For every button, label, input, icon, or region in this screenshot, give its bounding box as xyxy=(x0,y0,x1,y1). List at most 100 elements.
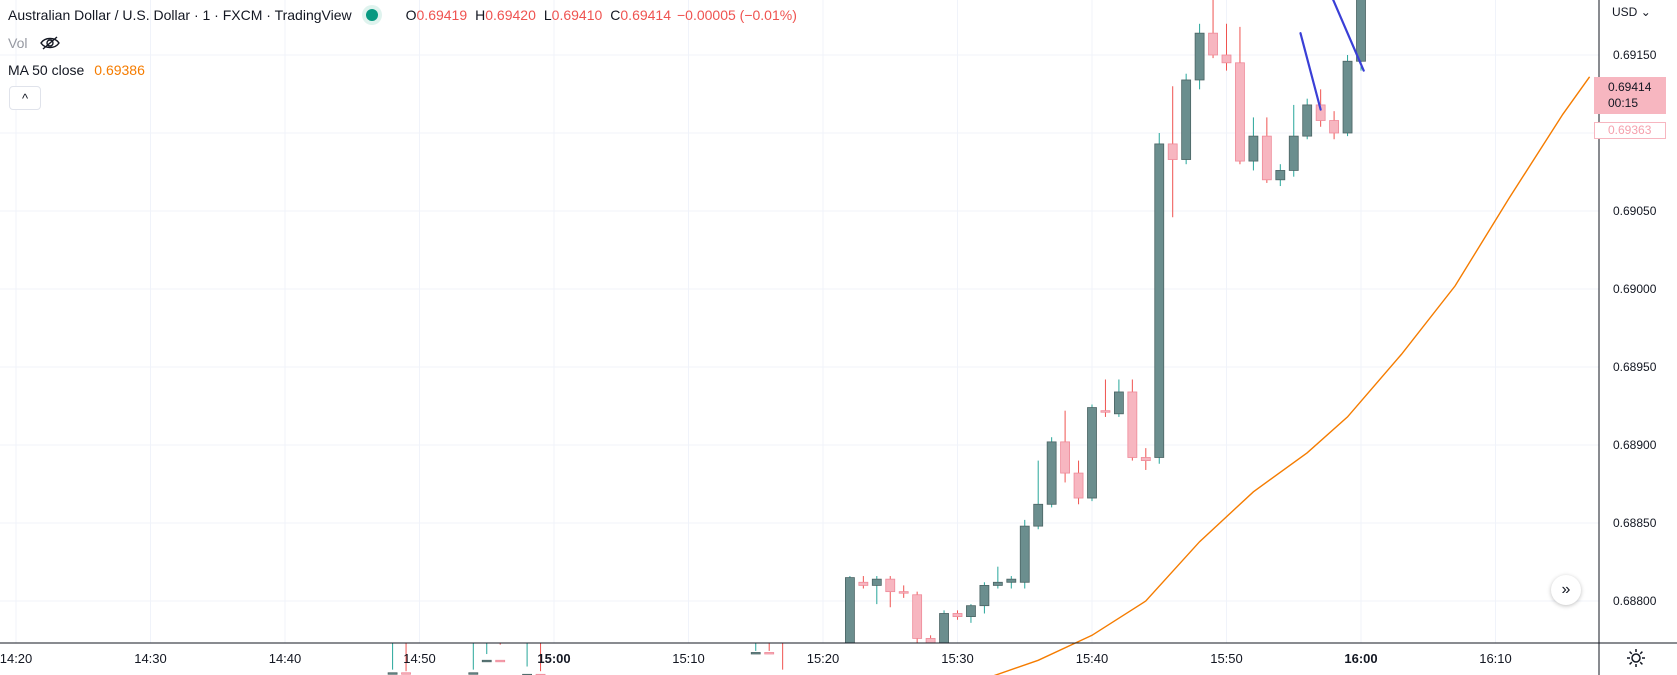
candle-body-up xyxy=(1181,79,1192,160)
trend-lines-layer[interactable] xyxy=(1299,0,1475,111)
trend-line[interactable] xyxy=(1299,32,1322,111)
candle[interactable] xyxy=(979,582,990,614)
candle[interactable] xyxy=(1275,164,1286,187)
candle-body-up xyxy=(979,585,990,607)
candle-body-up xyxy=(1302,104,1313,137)
candle-body-down xyxy=(1208,32,1218,56)
candle[interactable] xyxy=(966,604,976,623)
time-tick-label: 15:30 xyxy=(941,651,974,666)
time-tick-label: 16:00 xyxy=(1344,651,1377,666)
candle[interactable] xyxy=(952,610,963,620)
candle[interactable] xyxy=(885,576,896,608)
candle-body-up xyxy=(387,672,398,675)
candle[interactable] xyxy=(1235,26,1245,165)
time-axis[interactable]: 14:20 14:30 14:40 14:50 15:00 15:10 15:20 15:30… xyxy=(0,651,1512,666)
candle[interactable] xyxy=(764,643,775,655)
collapse-legend-button[interactable]: ^ xyxy=(9,86,41,110)
candle[interactable] xyxy=(1208,0,1218,59)
candle[interactable] xyxy=(495,643,506,663)
candle[interactable] xyxy=(1087,404,1097,502)
candle-body-up xyxy=(1248,135,1259,162)
candle[interactable] xyxy=(750,643,761,655)
market-status-icon xyxy=(365,9,378,21)
candle[interactable] xyxy=(1288,104,1299,177)
candle[interactable] xyxy=(845,576,855,644)
ma-50-line[interactable] xyxy=(984,76,1591,675)
symbol-legend: Australian Dollar / U.S. Dollar · 1 · FX… xyxy=(8,7,797,23)
candle[interactable] xyxy=(778,643,787,675)
candle[interactable] xyxy=(871,576,882,605)
candle[interactable] xyxy=(925,635,936,644)
high-label: H xyxy=(475,7,486,23)
candle[interactable] xyxy=(1194,23,1205,90)
low-value: 0.69410 xyxy=(551,7,603,23)
volume-legend: Vol xyxy=(8,35,61,51)
price-tick-label: 0.69150 xyxy=(1613,48,1657,62)
candle[interactable] xyxy=(1127,379,1138,461)
candle[interactable] xyxy=(1154,133,1165,464)
candle-body-up xyxy=(1046,441,1057,505)
currency-selector[interactable]: USD ⌄ xyxy=(1612,5,1651,19)
candle-body-down xyxy=(885,578,896,593)
candle[interactable] xyxy=(939,610,949,644)
candle[interactable] xyxy=(1073,460,1084,505)
candle[interactable] xyxy=(858,576,869,589)
candle[interactable] xyxy=(1006,576,1017,589)
candle[interactable] xyxy=(1261,117,1272,183)
time-tick-label: 14:20 xyxy=(0,651,32,666)
candle-body-up xyxy=(1114,391,1124,415)
candle-body-up xyxy=(1275,170,1286,181)
candle[interactable] xyxy=(898,585,909,598)
candle[interactable] xyxy=(387,643,398,675)
volume-label[interactable]: Vol xyxy=(8,35,28,51)
candle[interactable] xyxy=(1033,460,1044,530)
candle-body-up xyxy=(1194,32,1205,81)
candle[interactable] xyxy=(1114,379,1124,417)
candle[interactable] xyxy=(1302,98,1313,140)
last-price-badge: 0.69414 00:15 xyxy=(1594,77,1666,114)
candle[interactable] xyxy=(1181,73,1192,165)
candle[interactable] xyxy=(1356,0,1366,71)
chart-grid xyxy=(0,0,1599,643)
time-tick-label: 15:10 xyxy=(672,651,705,666)
symbol-title[interactable]: Australian Dollar / U.S. Dollar · 1 · FX… xyxy=(8,7,352,23)
eye-off-icon[interactable] xyxy=(39,35,61,51)
candle[interactable] xyxy=(1167,86,1178,218)
candle[interactable] xyxy=(912,591,923,643)
candle[interactable] xyxy=(401,643,411,675)
candle-body-down xyxy=(912,594,923,639)
trend-line[interactable] xyxy=(1331,0,1365,72)
candle[interactable] xyxy=(468,643,479,675)
candle[interactable] xyxy=(1100,379,1111,417)
open-value: 0.69419 xyxy=(416,7,468,23)
candle[interactable] xyxy=(522,643,532,675)
candle-body-down xyxy=(952,613,963,617)
candle[interactable] xyxy=(1248,117,1259,171)
candle-body-up xyxy=(1356,0,1366,62)
candle[interactable] xyxy=(1019,519,1030,589)
candle-body-down xyxy=(401,672,411,675)
candle[interactable] xyxy=(481,643,492,663)
candle-body-up xyxy=(871,578,882,586)
time-tick-label: 14:50 xyxy=(403,651,436,666)
price-tick-label: 0.68800 xyxy=(1613,594,1657,608)
candle[interactable] xyxy=(1140,448,1151,470)
candle[interactable] xyxy=(1046,437,1057,508)
candle[interactable] xyxy=(1060,410,1070,483)
time-tick-label: 15:50 xyxy=(1210,651,1243,666)
time-tick-label: 15:00 xyxy=(537,651,570,666)
candle[interactable] xyxy=(1329,111,1339,140)
gear-icon[interactable] xyxy=(1625,647,1647,669)
candle-body-up xyxy=(1342,60,1353,134)
candle[interactable] xyxy=(1221,23,1232,71)
candle-body-up xyxy=(966,605,976,617)
candle[interactable] xyxy=(992,566,1003,589)
ma-label[interactable]: MA 50 close xyxy=(8,62,85,78)
scroll-to-realtime-button[interactable]: » xyxy=(1551,575,1581,605)
candle-body-down xyxy=(1100,410,1111,413)
candle[interactable] xyxy=(1342,55,1353,137)
candle-body-up xyxy=(1019,525,1030,583)
candle-body-up xyxy=(1033,503,1044,527)
low-label: L xyxy=(543,7,552,23)
